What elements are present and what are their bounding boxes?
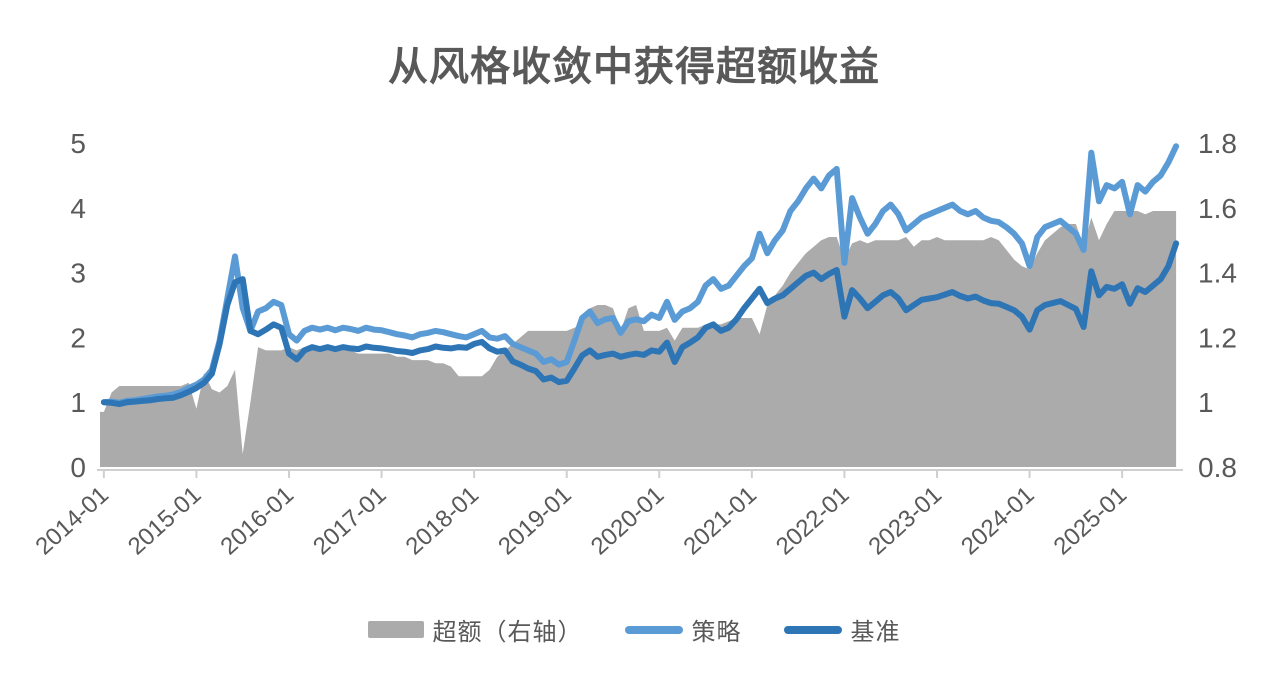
legend: 超额（右轴） 策略 基准 [0,612,1268,647]
excess-return-chart: 从风格收敛中获得超额收益 2014-01 2015-01 2016-01 2017-0… [30,45,1237,560]
y-left-label: 4 [70,193,86,224]
x-axis-label: 2019-01 [493,481,577,560]
x-axis-label: 2014-01 [30,481,114,560]
legend-item-benchmark: 基准 [783,612,901,647]
legend-item-strategy: 策略 [624,612,742,647]
x-axis-label: 2017-01 [308,481,392,560]
benchmark-line-swatch [783,625,842,634]
benchmark-line [100,240,1180,408]
y-right-label: 1 [1198,387,1214,418]
excess-area-series [100,211,1177,467]
legend-item-excess: 超额（右轴） [367,612,583,647]
y-right-label: 0.8 [1198,452,1237,483]
x-axis-label: 2021-01 [678,481,762,560]
y-right-label: 1.6 [1198,193,1237,224]
x-axis-label: 2015-01 [123,481,207,560]
y-right-label: 1.4 [1198,258,1237,289]
excess-area-swatch [367,621,424,638]
x-axis-label: 2023-01 [863,481,947,560]
legend-label-strategy: 策略 [691,619,742,646]
y-left-label: 5 [70,128,86,159]
y-left-label: 2 [70,322,86,353]
legend-label-benchmark: 基准 [850,619,901,646]
x-axis-label: 2020-01 [586,481,670,560]
y-right-label: 1.2 [1198,322,1237,353]
legend-label-excess: 超额（右轴） [432,619,583,646]
chart-title: 从风格收敛中获得超额收益 [388,45,880,89]
line-series [100,143,1180,408]
excess-area [100,211,1177,467]
y-left-label: 0 [70,452,86,483]
strategy-line-swatch [624,625,683,634]
x-axis-label: 2024-01 [956,481,1040,560]
x-axis-label: 2016-01 [215,481,299,560]
y-left-label: 1 [70,387,86,418]
strategy-line [100,143,1180,406]
y-right-label: 1.8 [1198,128,1237,159]
y-left-label: 3 [70,258,86,289]
x-axis-label: 2022-01 [771,481,855,560]
x-axis-label: 2018-01 [401,481,485,560]
x-axis-label: 2025-01 [1049,481,1133,560]
